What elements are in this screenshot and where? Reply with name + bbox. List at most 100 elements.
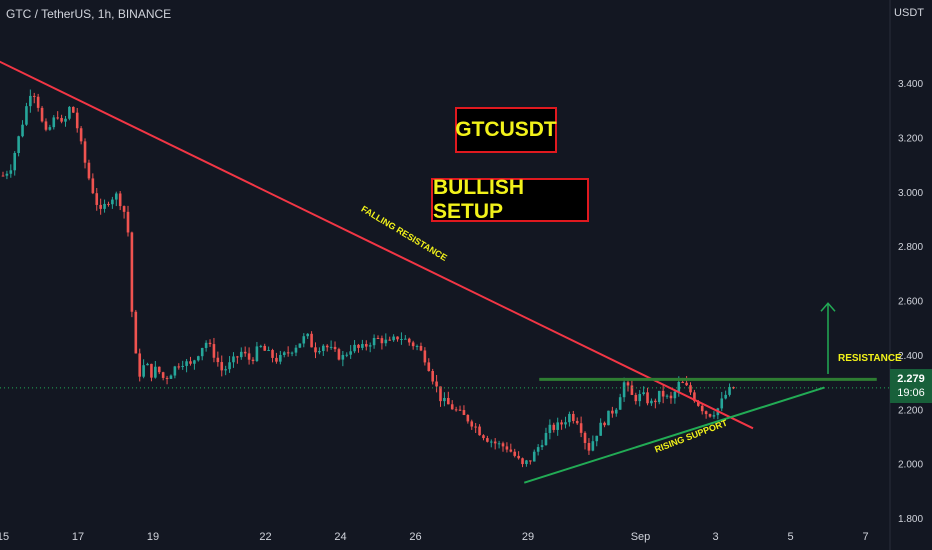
candle-body [552,424,556,430]
candle-body [599,422,602,436]
candle-body [247,353,251,360]
candle-body [536,447,540,452]
candle-body [83,141,87,163]
candle-body [642,392,645,395]
x-tick-label: 22 [259,531,271,543]
candle-body [341,354,345,360]
candle-body [36,96,40,108]
candle-body [614,409,618,414]
candle-body [392,336,395,341]
candle-body [282,352,286,356]
candle-body [697,401,700,406]
candle-body [611,410,614,414]
candle-body [72,106,75,113]
candle-body [189,361,192,364]
candle-body [669,395,673,399]
candle-body [9,170,13,174]
candle-body [208,342,212,345]
candle-body [306,333,309,337]
candle-body [60,117,63,122]
candle-body [224,369,227,371]
candle-body [560,422,563,425]
candle-body [212,344,216,358]
candle-body [626,382,630,386]
candle-body [48,127,52,130]
candle-body [169,375,173,379]
candle-body [17,136,20,153]
candle-body [29,95,32,107]
candle-body [322,345,325,351]
candle-body [146,363,149,366]
candle-body [95,193,99,205]
y-tick-label: 3.200 [898,134,923,145]
candle-body [708,414,712,417]
candle-body [583,432,587,443]
candle-body [443,397,446,402]
candle-body [521,458,524,465]
candle-body [704,411,708,415]
symbol-title[interactable]: GTC / TetherUS, 1h, BINANCE [6,7,172,21]
candle-body [345,354,349,356]
candle-body [161,372,165,378]
candle-body [107,203,110,205]
candle-body [587,442,591,451]
candle-body [165,377,169,379]
candle-body [435,381,438,387]
candle-body [193,360,196,364]
candle-body [681,381,684,383]
candle-body [150,363,153,378]
candle-body [216,357,220,363]
candle-body [654,400,657,403]
candle-body [314,347,317,353]
y-tick-label: 2.000 [898,460,923,471]
candle-body [286,352,290,354]
candle-body [122,206,126,212]
candle-body [529,460,532,462]
candle-body [99,204,102,209]
candle-body [630,385,634,395]
x-tick-label: 5 [787,531,793,543]
candle-body [517,455,520,459]
x-tick-label: 29 [522,531,534,543]
candle-body [728,387,731,395]
candle-body [493,441,497,444]
candle-body [673,391,677,399]
candle-body [40,107,44,122]
candle-body [111,199,114,205]
candle-body [181,365,184,367]
candle-body [52,117,56,128]
candle-body [650,400,653,404]
candle-body [384,339,388,344]
falling-resistance-line [0,60,754,430]
candle-body [21,124,24,137]
candle-body [236,356,239,358]
candle-body [540,445,544,448]
candle-body [685,382,688,386]
candle-body [279,355,282,362]
candle-body [138,353,142,377]
candle-body [513,451,517,456]
candle-body [732,387,735,389]
candle-body [486,438,489,442]
candle-body [361,344,364,348]
candle-body [255,346,259,362]
candle-body [482,435,485,439]
candle-body [447,397,450,405]
candle-body [197,356,200,361]
candle-body [79,128,83,142]
candle-body [689,385,692,393]
candle-body [220,362,224,371]
bullish-setup-box: BULLISH SETUP [431,176,589,223]
candle-body [474,426,477,428]
candle-body [657,390,661,403]
candle-body [368,345,372,347]
candle-body [157,366,161,373]
candle-body [329,346,333,348]
x-tick-label: 17 [72,531,84,543]
candle-body [478,426,481,436]
candle-body [130,232,134,312]
candle-body [591,441,595,451]
currency-label: USDT [894,7,924,19]
candle-body [68,106,71,119]
